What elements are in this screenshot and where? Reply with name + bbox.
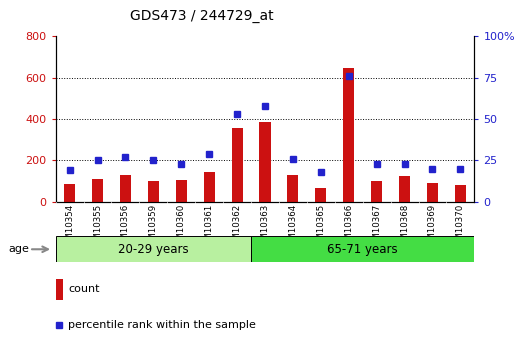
Text: age: age xyxy=(8,244,29,254)
Text: GSM10366: GSM10366 xyxy=(344,204,353,251)
Bar xyxy=(399,176,410,202)
Bar xyxy=(175,180,187,202)
Bar xyxy=(287,175,298,202)
Text: GSM10359: GSM10359 xyxy=(149,204,158,251)
Text: GSM10362: GSM10362 xyxy=(233,204,242,251)
Bar xyxy=(259,122,271,202)
Text: GSM10365: GSM10365 xyxy=(316,204,325,251)
Bar xyxy=(371,181,382,202)
Bar xyxy=(56,278,63,300)
Text: GSM10355: GSM10355 xyxy=(93,204,102,251)
Text: GSM10354: GSM10354 xyxy=(65,204,74,251)
Text: GSM10360: GSM10360 xyxy=(177,204,186,251)
Text: GSM10368: GSM10368 xyxy=(400,204,409,251)
Bar xyxy=(343,68,355,202)
Text: percentile rank within the sample: percentile rank within the sample xyxy=(68,320,256,330)
Text: GDS473 / 244729_at: GDS473 / 244729_at xyxy=(130,9,273,23)
Text: GSM10370: GSM10370 xyxy=(456,204,465,251)
Text: 65-71 years: 65-71 years xyxy=(328,243,398,256)
Bar xyxy=(120,175,131,202)
Bar xyxy=(232,128,243,202)
Bar xyxy=(148,181,159,202)
Text: GSM10367: GSM10367 xyxy=(372,204,381,251)
Bar xyxy=(251,236,474,262)
Text: GSM10361: GSM10361 xyxy=(205,204,214,251)
Bar xyxy=(204,172,215,202)
Text: 20-29 years: 20-29 years xyxy=(118,243,189,256)
Text: GSM10363: GSM10363 xyxy=(261,204,269,251)
Bar xyxy=(455,185,466,202)
Bar xyxy=(92,179,103,202)
Text: GSM10364: GSM10364 xyxy=(288,204,297,251)
Bar xyxy=(56,236,251,262)
Text: GSM10356: GSM10356 xyxy=(121,204,130,251)
Text: count: count xyxy=(68,284,100,294)
Text: GSM10369: GSM10369 xyxy=(428,204,437,251)
Bar xyxy=(427,183,438,202)
Bar xyxy=(64,184,75,202)
Bar xyxy=(315,188,326,202)
